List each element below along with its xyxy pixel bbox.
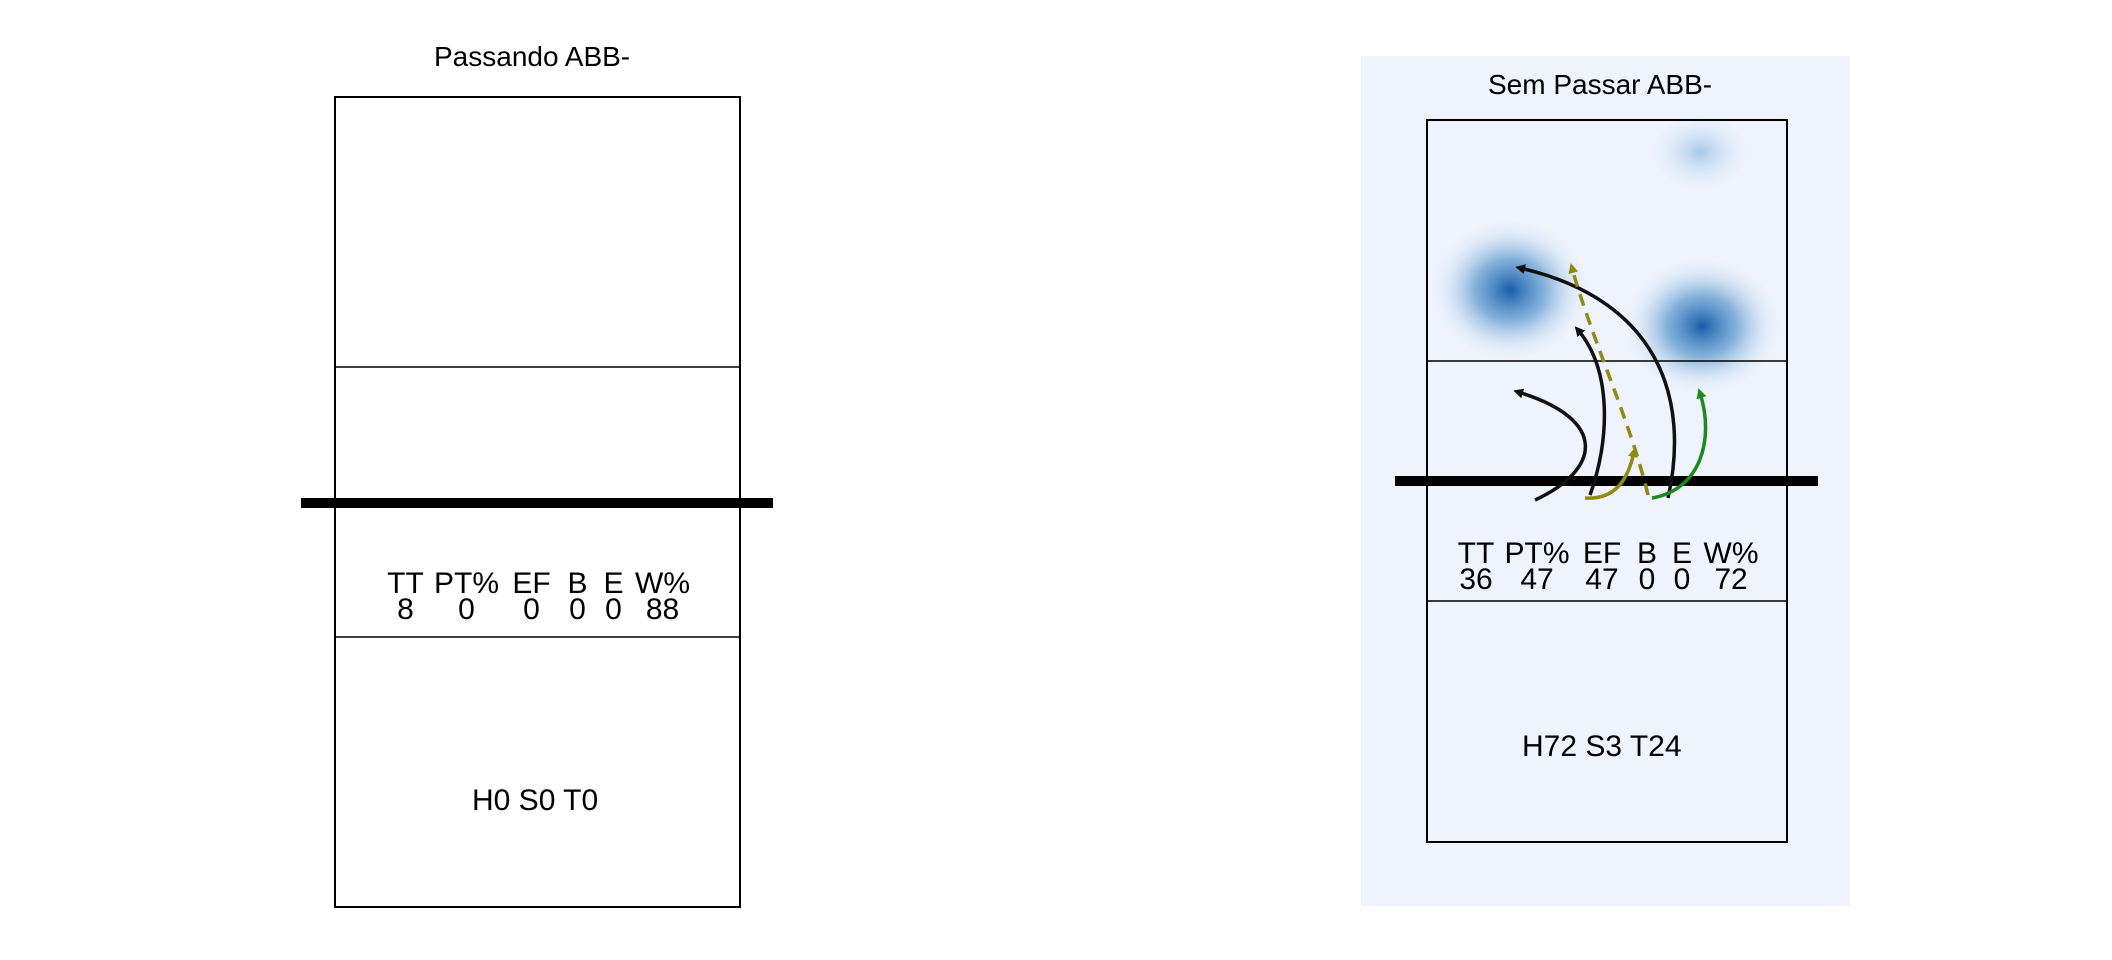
stat-value: 0 — [596, 597, 632, 623]
stat-value: 88 — [632, 597, 694, 623]
stat-value: 0 — [430, 597, 504, 623]
right-panel-title: Sem Passar ABB- — [1488, 69, 1712, 101]
left-stats-table: TT PT% EF B E W% 8 0 0 0 0 88 — [370, 571, 705, 623]
left-counts: H0 S0 T0 — [472, 784, 598, 818]
stat-value: 0 — [1630, 567, 1664, 593]
stat-value: 72 — [1700, 567, 1762, 593]
heat-zone-right — [1624, 258, 1780, 394]
stat-value: 0 — [504, 597, 560, 623]
right-stats-values: 36 47 47 0 0 72 — [1442, 567, 1772, 593]
stat-value: 47 — [1500, 567, 1574, 593]
stat-value: 0 — [560, 597, 596, 623]
heat-zone-left — [1432, 220, 1588, 360]
left-stats-values: 8 0 0 0 0 88 — [370, 597, 705, 623]
right-counts: H72 S3 T24 — [1522, 730, 1682, 764]
stat-value: 47 — [1574, 567, 1630, 593]
heat-zone-top — [1652, 114, 1748, 190]
stat-value: 8 — [382, 597, 430, 623]
stat-value: 0 — [1664, 567, 1700, 593]
left-panel-title: Passando ABB- — [434, 41, 630, 73]
stat-value: 36 — [1452, 567, 1500, 593]
right-stats-table: TT PT% EF B E W% 36 47 47 0 0 72 — [1442, 541, 1772, 593]
right-court-heatmap — [1432, 114, 1780, 394]
